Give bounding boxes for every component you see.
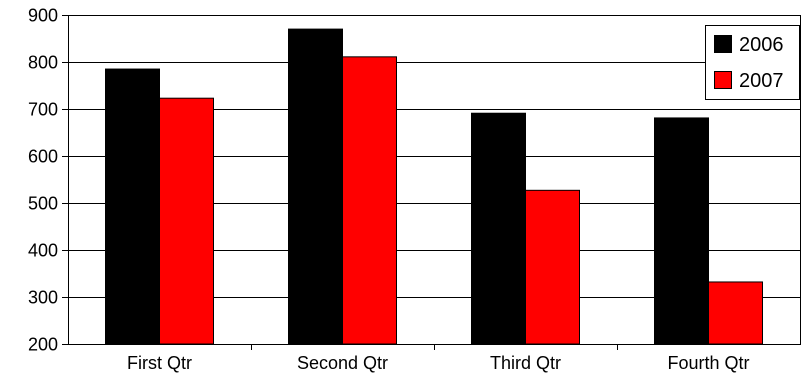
bar-2007-second-qtr [342, 56, 397, 345]
y-tick-label: 500 [28, 194, 58, 214]
y-tick-label: 600 [28, 147, 58, 167]
y-tick-label: 700 [28, 100, 58, 120]
bar-2007-third-qtr [525, 189, 580, 345]
bar-2006-third-qtr [471, 112, 526, 345]
bar-2007-first-qtr [159, 97, 214, 345]
bar-2006-first-qtr [105, 68, 160, 345]
y-axis: 200 300 400 500 600 700 800 900 [28, 6, 68, 355]
y-tick-label: 200 [28, 335, 58, 355]
legend-label-2007: 2007 [739, 70, 784, 92]
legend-swatch-2007 [714, 71, 732, 89]
x-tick-label: Fourth Qtr [667, 353, 749, 373]
bar-2006-second-qtr [288, 28, 343, 345]
x-tick-label: First Qtr [127, 353, 192, 373]
bars [105, 28, 763, 345]
x-tick-label: Third Qtr [490, 353, 561, 373]
legend-swatch-2006 [714, 35, 732, 53]
legend-label-2006: 2006 [739, 34, 784, 56]
bar-2006-fourth-qtr [654, 117, 709, 345]
bar-2007-fourth-qtr [708, 281, 763, 345]
x-tick-label: Second Qtr [297, 353, 388, 373]
y-tick-label: 900 [28, 6, 58, 26]
y-tick-label: 300 [28, 288, 58, 308]
y-tick-label: 800 [28, 53, 58, 73]
x-axis: First Qtr Second Qtr Third Qtr Fourth Qtr [127, 344, 750, 373]
legend: 2006 2007 [705, 25, 800, 100]
y-tick-label: 400 [28, 241, 58, 261]
